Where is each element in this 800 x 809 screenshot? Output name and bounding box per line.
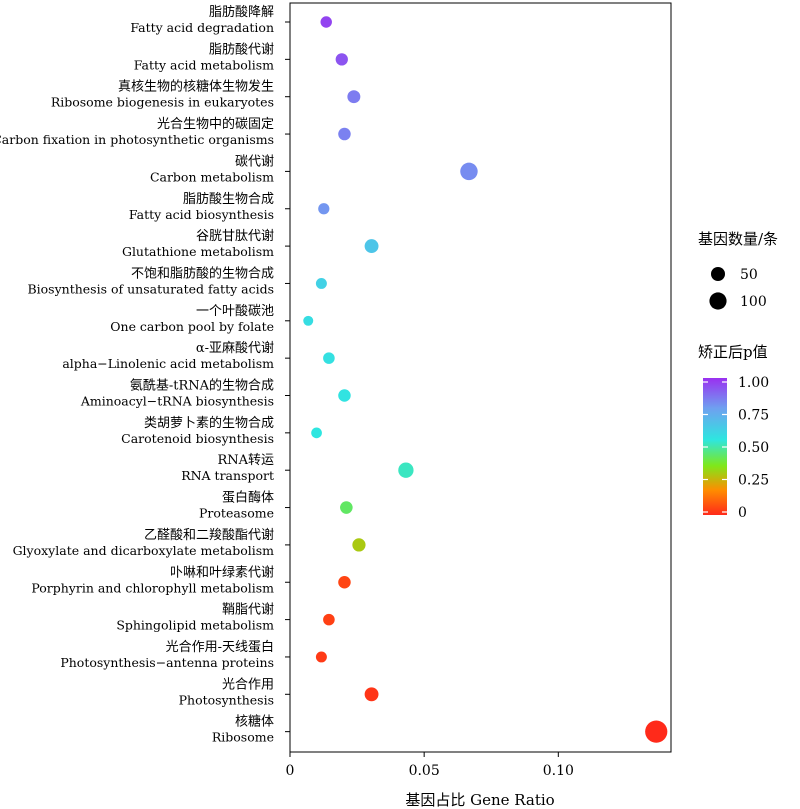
data-point <box>645 720 668 743</box>
category-label-cn: 谷胱甘肽代谢 <box>196 228 274 244</box>
data-point <box>323 613 335 626</box>
category-label-cn: 不饱和脂肪酸的生物合成 <box>131 265 274 281</box>
category-label-en: Glyoxylate and dicarboxylate metabolism <box>13 543 275 558</box>
data-point <box>340 501 353 514</box>
category-label-cn: 类胡萝卜素的生物合成 <box>144 415 274 431</box>
x-axis: 0 0.05 0.10 <box>286 752 574 779</box>
category-label-cn: 卟啉和叶绿素代谢 <box>170 564 274 580</box>
category-label-en: Photosynthesis <box>179 692 274 707</box>
x-tick-label: 0.10 <box>543 763 574 779</box>
size-legend-marker <box>709 292 727 310</box>
colorbar-tick-label: 0 <box>738 505 747 521</box>
colorbar-tick-label: 0.75 <box>738 408 769 424</box>
y-axis <box>285 21 290 733</box>
category-label-en: One carbon pool by folate <box>110 319 274 334</box>
plot-panel <box>289 2 672 753</box>
data-point <box>303 315 314 326</box>
data-point <box>320 16 332 28</box>
category-label-cn: 鞘脂代谢 <box>222 602 274 618</box>
data-point <box>338 389 351 402</box>
data-point <box>315 651 327 663</box>
category-label-en: Carbon metabolism <box>150 169 274 184</box>
data-points <box>303 16 668 743</box>
size-legend: 基因数量/条 50 100 <box>698 230 778 310</box>
size-legend-title: 基因数量/条 <box>698 230 778 248</box>
category-label-cn: 氨酰基-tRNA的生物合成 <box>130 378 274 394</box>
color-legend: 矫正后p值 1.00 0.75 0.50 0.25 0 <box>698 343 769 521</box>
category-label-cn: 光合生物中的碳固定 <box>157 116 274 132</box>
data-point <box>311 427 322 439</box>
colorbar-tick-label: 1.00 <box>738 375 769 391</box>
category-label-en: Aminoacyl−tRNA biosynthesis <box>80 394 274 409</box>
size-legend-label: 100 <box>740 294 767 310</box>
x-axis-title: 基因占比 Gene Ratio <box>405 791 554 809</box>
x-tick-label: 0 <box>286 763 295 779</box>
category-label-cn: 光合作用 <box>222 677 274 692</box>
category-label-cn: 脂肪酸生物合成 <box>183 191 274 207</box>
category-label-cn: 脂肪酸降解 <box>209 4 274 20</box>
category-label-en: Ribosome biogenesis in eukaryotes <box>51 95 274 110</box>
category-label-cn: 光合作用-天线蛋白 <box>166 639 274 655</box>
category-label-en: Carbon fixation in photosynthetic organi… <box>0 132 274 147</box>
category-label-cn: 脂肪酸代谢 <box>209 41 274 57</box>
data-point <box>347 90 361 104</box>
data-point <box>338 576 351 589</box>
colorbar-tick-label: 0.50 <box>738 440 769 456</box>
data-point <box>338 127 351 141</box>
category-label-cn: 一个叶酸碳池 <box>196 304 274 319</box>
category-label-en: RNA transport <box>181 468 274 483</box>
data-point <box>398 462 414 478</box>
data-point <box>352 538 366 552</box>
category-label-cn: 乙醛酸和二羧酸酯代谢 <box>144 527 274 543</box>
category-label-en: Fatty acid biosynthesis <box>129 207 274 222</box>
category-label-en: Sphingolipid metabolism <box>116 618 274 633</box>
x-tick-label: 0.05 <box>409 763 440 779</box>
category-label-en: Photosynthesis−antenna proteins <box>60 655 274 670</box>
size-legend-marker <box>710 266 726 282</box>
category-label-en: Biosynthesis of unsaturated fatty acids <box>27 281 274 296</box>
data-point <box>364 239 379 254</box>
category-label-en: alpha−Linolenic acid metabolism <box>62 356 274 371</box>
data-point <box>315 277 327 289</box>
category-label-en: Fatty acid metabolism <box>134 57 274 72</box>
category-label-cn: 真核生物的核糖体生物发生 <box>118 79 274 95</box>
category-label-en: Carotenoid biosynthesis <box>121 431 274 446</box>
data-point <box>335 53 348 66</box>
category-label-cn: RNA转运 <box>217 453 274 468</box>
category-label-en: Glutathione metabolism <box>122 244 274 259</box>
category-label-en: Ribosome <box>212 730 274 745</box>
category-label-cn: 碳代谢 <box>235 153 274 169</box>
category-label-en: Proteasome <box>199 506 274 521</box>
data-point <box>460 162 478 181</box>
colorbar-tick-label: 0.25 <box>738 473 769 489</box>
category-label-cn: α-亚麻酸代谢 <box>196 340 274 356</box>
category-label-en: Fatty acid degradation <box>130 20 274 35</box>
data-point <box>364 687 379 702</box>
category-label-cn: 核糖体 <box>235 714 274 730</box>
color-legend-title: 矫正后p值 <box>698 343 768 361</box>
data-point <box>323 352 335 364</box>
category-label-en: Porphyrin and chlorophyll metabolism <box>31 580 274 595</box>
category-label-cn: 蛋白酶体 <box>222 490 274 506</box>
size-legend-label: 50 <box>740 267 758 283</box>
data-point <box>318 203 330 215</box>
